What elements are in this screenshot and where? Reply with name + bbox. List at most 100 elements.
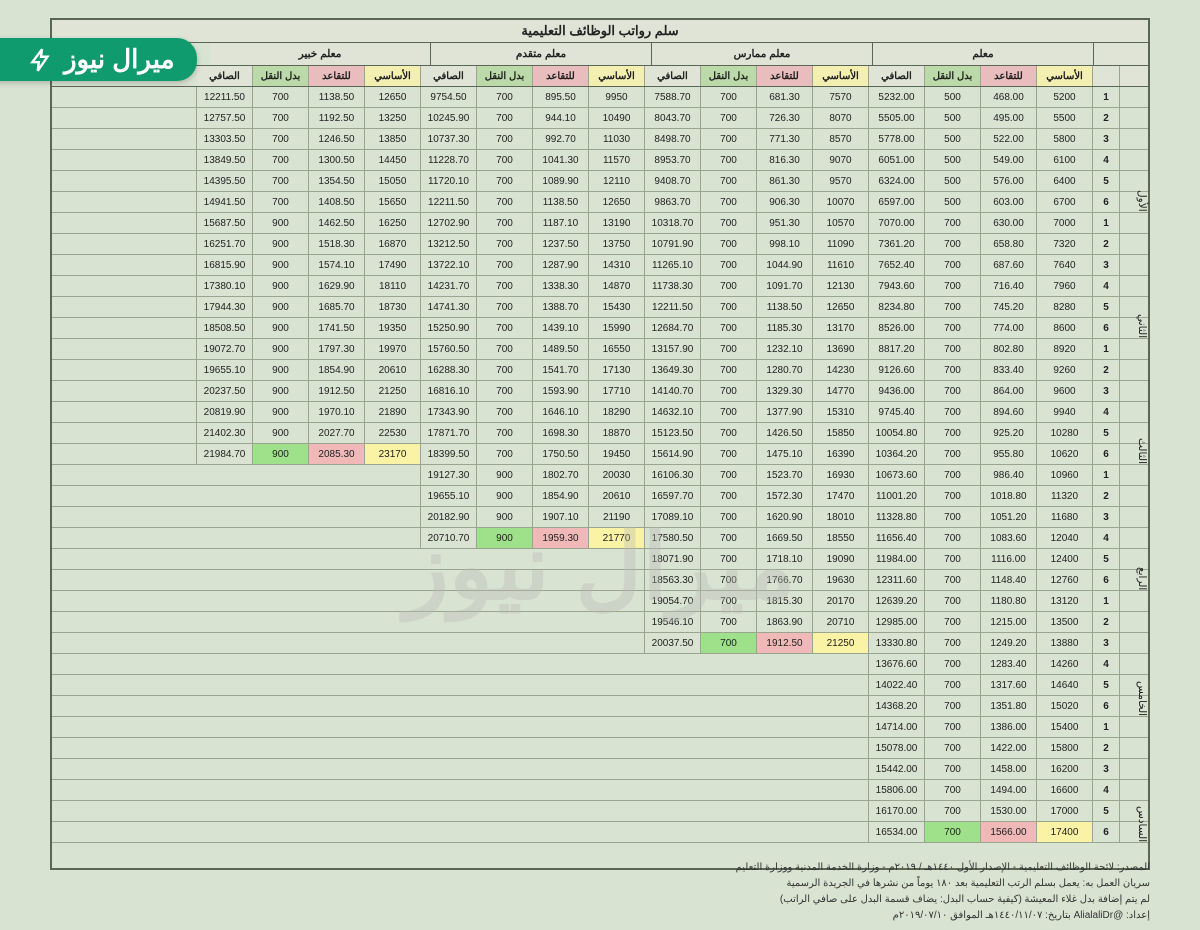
cell-g1-c2 — [700, 717, 756, 737]
cell-g1-c2 — [700, 780, 756, 800]
cell-g0-c2: 500 — [924, 108, 980, 128]
cell-g0-c3: 9126.60 — [868, 360, 924, 380]
cell-g3-c0 — [364, 801, 420, 821]
cell-g1-c2: 700 — [700, 444, 756, 464]
cell-g1-c0: 9070 — [812, 150, 868, 170]
cell-g2-c1: 1489.50 — [532, 339, 588, 359]
cell-g0-c3: 15078.00 — [868, 738, 924, 758]
step-cell: 2 — [1092, 738, 1119, 758]
cell-g0-c2: 700 — [924, 255, 980, 275]
cell-g2-c3 — [420, 780, 476, 800]
cell-g3-c2 — [252, 486, 308, 506]
cell-g1-c3 — [644, 675, 700, 695]
cell-g2-c2: 700 — [476, 444, 532, 464]
step-cell: 5 — [1092, 675, 1119, 695]
cell-g3-c2: 900 — [252, 213, 308, 233]
cell-g2-c1 — [532, 549, 588, 569]
data-row: 4166001494.0070015806.00 — [52, 780, 1148, 801]
cell-g0-c1: 1215.00 — [980, 612, 1036, 632]
cell-g0-c1: 894.60 — [980, 402, 1036, 422]
cell-g2-c2 — [476, 549, 532, 569]
cell-g1-c2: 700 — [700, 360, 756, 380]
cell-g0-c2: 700 — [924, 759, 980, 779]
cell-g3-c0: 21890 — [364, 402, 420, 422]
footer-line-2: لم يتم إضافة بدل غلاء المعيشة (كيفية حسا… — [50, 892, 1150, 908]
lightning-icon — [28, 47, 54, 73]
cell-g1-c2: 700 — [700, 612, 756, 632]
step-cell: 3 — [1092, 255, 1119, 275]
col-header-g3-1: للتقاعد — [308, 66, 364, 86]
cell-g1-c2: 700 — [700, 381, 756, 401]
cell-g3-c3: 21984.70 — [196, 444, 252, 464]
cell-g0-c1: 1386.00 — [980, 717, 1036, 737]
cell-g1-c1 — [756, 717, 812, 737]
data-row: 39600864.007009436.00147701329.307001414… — [52, 381, 1148, 402]
cell-g3-c0 — [364, 528, 420, 548]
cell-g1-c0: 11090 — [812, 234, 868, 254]
cell-g2-c2: 900 — [476, 528, 532, 548]
cell-g0-c0: 12040 — [1036, 528, 1092, 548]
cell-g1-c0: 7570 — [812, 87, 868, 107]
cell-g0-c1: 1422.00 — [980, 738, 1036, 758]
data-row: 4120401083.6070011656.40185501669.507001… — [52, 528, 1148, 549]
cell-g2-c0 — [588, 717, 644, 737]
data-row: 49940894.607009745.40153101377.907001463… — [52, 402, 1148, 423]
cell-g0-c0: 11680 — [1036, 507, 1092, 527]
data-row: 35800522.005005778.008570771.307008498.7… — [52, 129, 1148, 150]
cell-g0-c2: 700 — [924, 318, 980, 338]
cell-g1-c3 — [644, 696, 700, 716]
cell-g1-c1: 1138.50 — [756, 297, 812, 317]
cell-g1-c1: 1232.10 — [756, 339, 812, 359]
cell-g2-c3 — [420, 738, 476, 758]
cell-g3-c2: 900 — [252, 297, 308, 317]
level-label-4: الخامس — [1120, 591, 1148, 717]
cell-g3-c1: 2027.70 — [308, 423, 364, 443]
cell-g3-c0 — [364, 738, 420, 758]
cell-g0-c1: 864.00 — [980, 381, 1036, 401]
cell-g2-c1: 1041.30 — [532, 150, 588, 170]
col-header-g1-3: الصافي — [644, 66, 700, 86]
step-cell: 5 — [1092, 423, 1119, 443]
cell-g1-c2: 700 — [700, 108, 756, 128]
cell-g2-c3: 10245.90 — [420, 108, 476, 128]
cell-g1-c2 — [700, 738, 756, 758]
cell-g1-c1 — [756, 780, 812, 800]
cell-g1-c0: 18550 — [812, 528, 868, 548]
cell-g0-c3: 10054.80 — [868, 423, 924, 443]
cell-g3-c0: 14450 — [364, 150, 420, 170]
cell-g1-c3: 14140.70 — [644, 381, 700, 401]
cell-g1-c2 — [700, 759, 756, 779]
cell-g1-c3 — [644, 822, 700, 842]
cell-g2-c2 — [476, 591, 532, 611]
cell-g2-c3: 18399.50 — [420, 444, 476, 464]
cell-g3-c1 — [308, 570, 364, 590]
cell-g2-c3 — [420, 717, 476, 737]
col-header-g2-3: الصافي — [420, 66, 476, 86]
cell-g1-c1 — [756, 822, 812, 842]
cell-g3-c0 — [364, 675, 420, 695]
col-header-g2-0: الأساسي — [588, 66, 644, 86]
cell-g3-c2 — [252, 801, 308, 821]
cell-g0-c1: 1494.00 — [980, 780, 1036, 800]
cell-g3-c2: 900 — [252, 360, 308, 380]
cell-g1-c3: 8953.70 — [644, 150, 700, 170]
cell-g0-c2: 700 — [924, 675, 980, 695]
cell-g0-c2: 700 — [924, 528, 980, 548]
level-label-3: الرابع — [1120, 465, 1148, 591]
cell-g0-c3: 9745.40 — [868, 402, 924, 422]
step-cell: 5 — [1092, 297, 1119, 317]
cell-g1-c3: 14632.10 — [644, 402, 700, 422]
cell-g3-c2: 900 — [252, 381, 308, 401]
cell-g0-c2: 700 — [924, 696, 980, 716]
cell-g1-c0 — [812, 738, 868, 758]
step-header — [1092, 66, 1119, 86]
data-row: 5170001530.0070016170.00 — [52, 801, 1148, 822]
cell-g1-c0: 14230 — [812, 360, 868, 380]
step-cell: 5 — [1092, 171, 1119, 191]
cell-g2-c3: 13212.50 — [420, 234, 476, 254]
cell-g0-c2: 700 — [924, 339, 980, 359]
cell-g2-c3: 17871.70 — [420, 423, 476, 443]
cell-g3-c2 — [252, 591, 308, 611]
cell-g3-c2 — [252, 654, 308, 674]
cell-g0-c3: 7361.20 — [868, 234, 924, 254]
